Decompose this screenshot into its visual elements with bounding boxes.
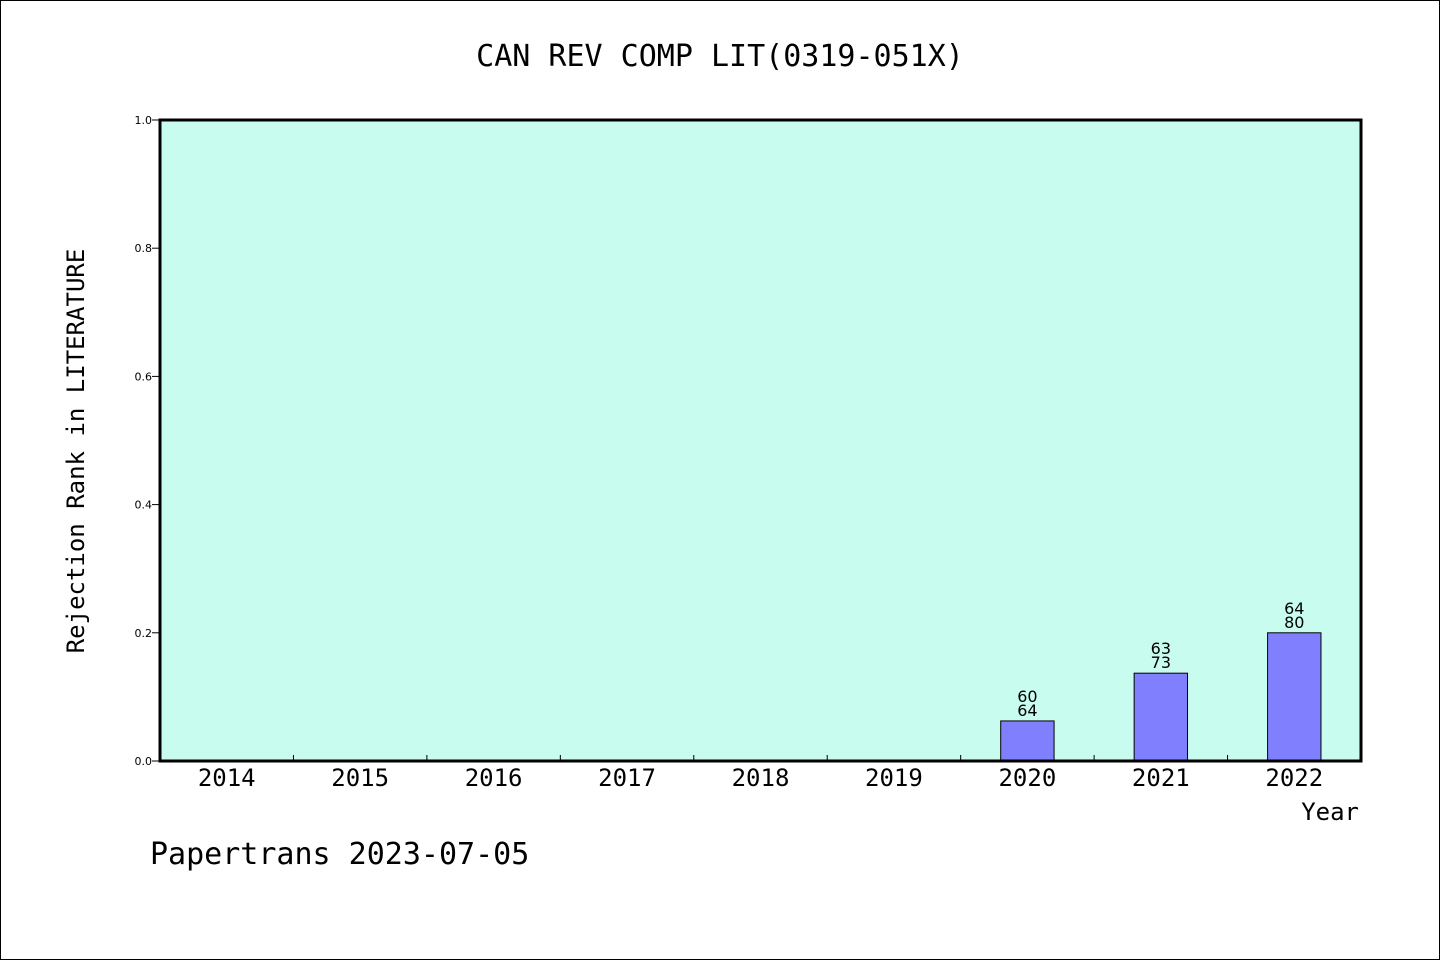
bars (1000, 632, 1322, 762)
x-tick-label: 2014 (198, 764, 256, 792)
bar-label-top: 64 (1284, 599, 1304, 618)
x-tick-label: 2021 (1132, 764, 1190, 792)
x-axis-ticks: 2014 2015 2016 2017 2018 2019 2020 2021 2022 (198, 755, 1323, 792)
y-tick-label: 0.8 (135, 242, 153, 255)
bar-label-top: 63 (1151, 639, 1171, 658)
y-tick-label: 0.6 (135, 370, 153, 383)
x-tick-label: 2017 (598, 764, 656, 792)
y-tick-label: 0.0 (135, 755, 153, 768)
x-tick-label: 2022 (1265, 764, 1323, 792)
y-axis-label: Rejection Rank in LITERATURE (62, 249, 90, 654)
x-tick-label: 2020 (998, 764, 1056, 792)
bar-label-bottom: 73 (1151, 653, 1171, 672)
x-axis-label: Year (1301, 798, 1359, 826)
footer-credit: Papertrans 2023-07-05 (150, 837, 529, 872)
y-tick-label: 0.2 (135, 627, 153, 640)
bar-label-top: 60 (1017, 687, 1037, 706)
bar (1000, 720, 1055, 762)
x-tick-label: 2016 (465, 764, 523, 792)
y-tick-label: 0.4 (135, 499, 153, 512)
plot-area (160, 120, 1361, 761)
bar-label-bottom: 80 (1284, 613, 1304, 632)
bar (1133, 672, 1189, 762)
chart-title: CAN REV COMP LIT(0319-051X) (476, 39, 964, 74)
y-tick-label: 1.0 (135, 114, 153, 127)
x-tick-label: 2019 (865, 764, 923, 792)
x-tick-label: 2018 (732, 764, 790, 792)
bar-label-bottom: 64 (1017, 701, 1037, 720)
y-axis-ticks: 0.0 0.2 0.4 0.6 0.8 1.0 (135, 114, 160, 768)
plot-border (158, 118, 1363, 763)
x-tick-label: 2015 (331, 764, 389, 792)
bar (1267, 632, 1322, 762)
